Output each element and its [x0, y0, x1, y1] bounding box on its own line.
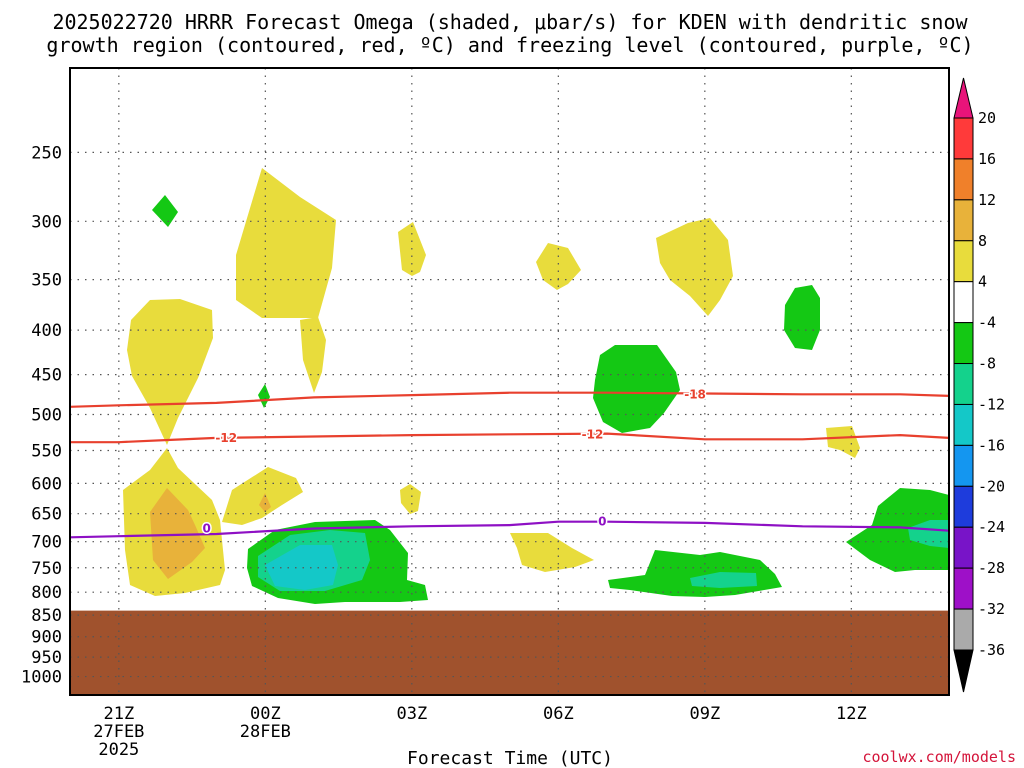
- omega-region: [690, 572, 757, 588]
- colorbar-segment: [953, 485, 974, 528]
- y-tick-label: 600: [31, 474, 62, 494]
- x-axis-label: Forecast Time (UTC): [407, 748, 613, 768]
- x-tick-label: 12Z: [836, 704, 867, 724]
- omega-region: [536, 243, 581, 290]
- contour-label: -12: [582, 427, 604, 441]
- y-tick-label: 800: [31, 583, 62, 603]
- colorbar-tick-label: -24: [978, 518, 1005, 536]
- contour-line-0: [69, 520, 950, 539]
- chart-title-line2: growth region (contoured, red, ºC) and f…: [46, 33, 973, 57]
- y-axis-ticks: 2503003504004505005506006507007508008509…: [21, 143, 62, 687]
- omega-region: [510, 533, 594, 572]
- contour-line--18: [69, 391, 950, 408]
- omega-region: [908, 520, 949, 548]
- x-tick-label: 09Z: [689, 704, 720, 724]
- omega-region: [656, 218, 733, 316]
- x-tick-label: 21Z: [103, 704, 134, 724]
- omega-region: [259, 493, 271, 512]
- contour-lines: -18 -12 -12 0 0: [69, 386, 950, 539]
- omega-region: [150, 488, 205, 579]
- x-tick-label: 03Z: [396, 704, 427, 724]
- x-tick-year: 2025: [98, 740, 139, 760]
- colorbar-tick-label: 20: [978, 109, 996, 127]
- y-tick-label: 750: [31, 559, 62, 579]
- colorbar-tick-label: 16: [978, 150, 996, 168]
- contour-label: -12: [215, 431, 237, 445]
- y-tick-label: 900: [31, 628, 62, 648]
- omega-region: [127, 299, 213, 445]
- omega-region: [400, 484, 421, 514]
- colorbar-segment: [953, 117, 974, 160]
- x-tick-date: 27FEB: [93, 722, 144, 742]
- plot-frame: [69, 67, 950, 696]
- x-tick-label: 00Z: [250, 704, 281, 724]
- colorbar-tick-label: -36: [978, 641, 1005, 659]
- colorbar-tick-label: -32: [978, 600, 1005, 618]
- grid-lines: [70, 68, 949, 695]
- omega-region: [300, 317, 326, 393]
- colorbar-tick-label: -16: [978, 436, 1005, 454]
- y-tick-label: 250: [31, 143, 62, 163]
- colorbar-tick-label: -20: [978, 477, 1005, 495]
- y-tick-label: 300: [31, 212, 62, 232]
- colorbar: 20 16 12 8 4 -4 -8 -12 -16 -20 -24 -28 -32 -36: [953, 77, 1005, 693]
- y-tick-label: 1000: [21, 668, 62, 688]
- omega-region: [784, 285, 820, 350]
- colorbar-tick-label: 4: [978, 273, 987, 291]
- colorbar-segment: [953, 403, 974, 446]
- y-tick-label: 550: [31, 442, 62, 462]
- y-tick-label: 650: [31, 505, 62, 525]
- colorbar-tick-label: -28: [978, 559, 1005, 577]
- colorbar-tick-label: -12: [978, 395, 1005, 413]
- contour-line--12: [70, 432, 950, 444]
- chart-title-line1: 2025022720 HRRR Forecast Omega (shaded, …: [52, 10, 968, 34]
- y-tick-label: 850: [31, 606, 62, 626]
- x-tick-date: 28FEB: [240, 722, 291, 742]
- colorbar-segment: [953, 363, 974, 405]
- x-tick-label: 06Z: [543, 704, 574, 724]
- colorbar-segment: [953, 444, 974, 487]
- colorbar-segment: [953, 526, 974, 569]
- ground-fill: [70, 610, 949, 695]
- colorbar-segment: [953, 199, 974, 242]
- colorbar-segment: [953, 240, 974, 283]
- omega-region: [265, 545, 338, 590]
- omega-region: [826, 426, 860, 458]
- omega-region: [593, 345, 680, 433]
- colorbar-tick-label: -4: [978, 314, 996, 332]
- ground-below-surface: [70, 610, 949, 695]
- y-tick-label: 400: [31, 321, 62, 341]
- colorbar-segment: [953, 608, 974, 651]
- omega-region: [236, 168, 336, 318]
- omega-region: [846, 488, 949, 572]
- y-tick-label: 950: [31, 648, 62, 668]
- contour-label: 0: [203, 521, 211, 535]
- colorbar-segment: [953, 158, 974, 201]
- omega-region: [222, 467, 303, 525]
- colorbar-tick-label: 8: [978, 232, 987, 250]
- y-tick-label: 500: [31, 405, 62, 425]
- colorbar-segment: [953, 281, 974, 324]
- colorbar-top-triangle: [953, 77, 974, 119]
- colorbar-tick-label: -8: [978, 355, 996, 373]
- shaded-omega-regions: [123, 168, 949, 604]
- colorbar-segment: [953, 322, 974, 365]
- y-tick-label: 700: [31, 533, 62, 553]
- y-tick-label: 450: [31, 366, 62, 386]
- colorbar-tick-label: 12: [978, 191, 996, 209]
- colorbar-bottom-triangle: [953, 649, 974, 693]
- omega-region: [152, 195, 178, 227]
- contour-label: -18: [684, 387, 706, 401]
- credit-text[interactable]: coolwx.com/models: [862, 748, 1016, 766]
- omega-region: [258, 384, 270, 408]
- contour-label: 0: [598, 515, 606, 529]
- y-tick-label: 350: [31, 271, 62, 291]
- colorbar-segment: [953, 567, 974, 610]
